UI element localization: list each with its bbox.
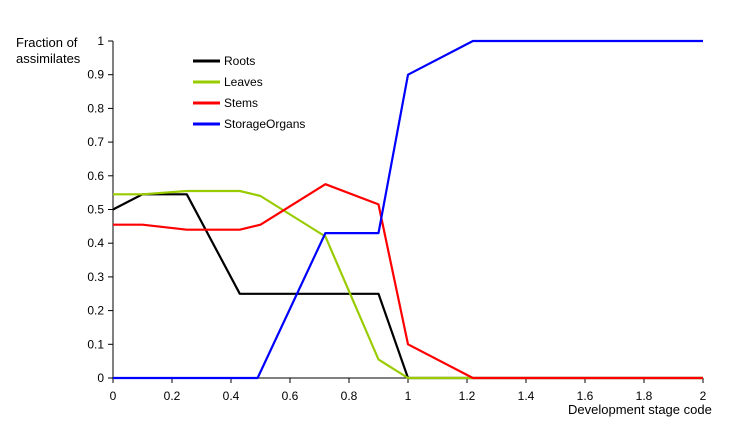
y-tick-label: 0.4 (87, 236, 104, 250)
y-tick-label: 0.1 (87, 337, 104, 351)
axes: 0 0.1 0.2 0.3 0.4 0.5 0.6 0.7 0.8 0.9 1 0 0.2 0.4 0.6 0… (87, 34, 706, 403)
x-tick-label: 2 (700, 389, 707, 403)
series-line-stems (113, 183, 703, 380)
y-tick-label: 0.3 (87, 270, 104, 284)
x-tick-label: 1.6 (577, 389, 594, 403)
x-tick-label: 0 (110, 389, 117, 403)
x-tick-label: 0.2 (164, 389, 181, 403)
x-axis-title: Development stage code (568, 402, 712, 417)
series-layer (112, 39, 703, 380)
x-tick-label: 1.2 (459, 389, 476, 403)
y-tick-label: 0.9 (87, 68, 104, 82)
y-tick-label: 0 (97, 371, 104, 385)
y-tick-label: 0.2 (87, 304, 104, 318)
legend-label-stems: Stems (224, 96, 258, 110)
y-tick-label: 0.7 (87, 135, 104, 149)
x-tick-label: 1 (405, 389, 412, 403)
x-tick-label: 0.6 (282, 389, 299, 403)
legend: Roots Leaves Stems StorageOrgans (193, 54, 305, 131)
legend-label-leaves: Leaves (224, 75, 263, 89)
x-tick-label: 1.8 (636, 389, 653, 403)
legend-label-storageorgans: StorageOrgans (224, 117, 305, 131)
series-line-storageorgans (113, 39, 703, 380)
y-axis-title-line-1: Fraction of (16, 35, 78, 50)
series-line-leaves (113, 189, 703, 380)
x-tick-label: 1.4 (518, 389, 535, 403)
x-tick-label: 0.8 (341, 389, 358, 403)
y-axis-title-line-2: assimilates (16, 51, 81, 66)
series-line-roots (112, 193, 703, 380)
y-tick-label: 0.5 (87, 203, 104, 217)
y-tick-label: 1 (97, 34, 104, 48)
x-tick-label: 0.4 (223, 389, 240, 403)
y-tick-label: 0.6 (87, 169, 104, 183)
legend-label-roots: Roots (224, 54, 255, 68)
y-tick-label: 0.8 (87, 101, 104, 115)
